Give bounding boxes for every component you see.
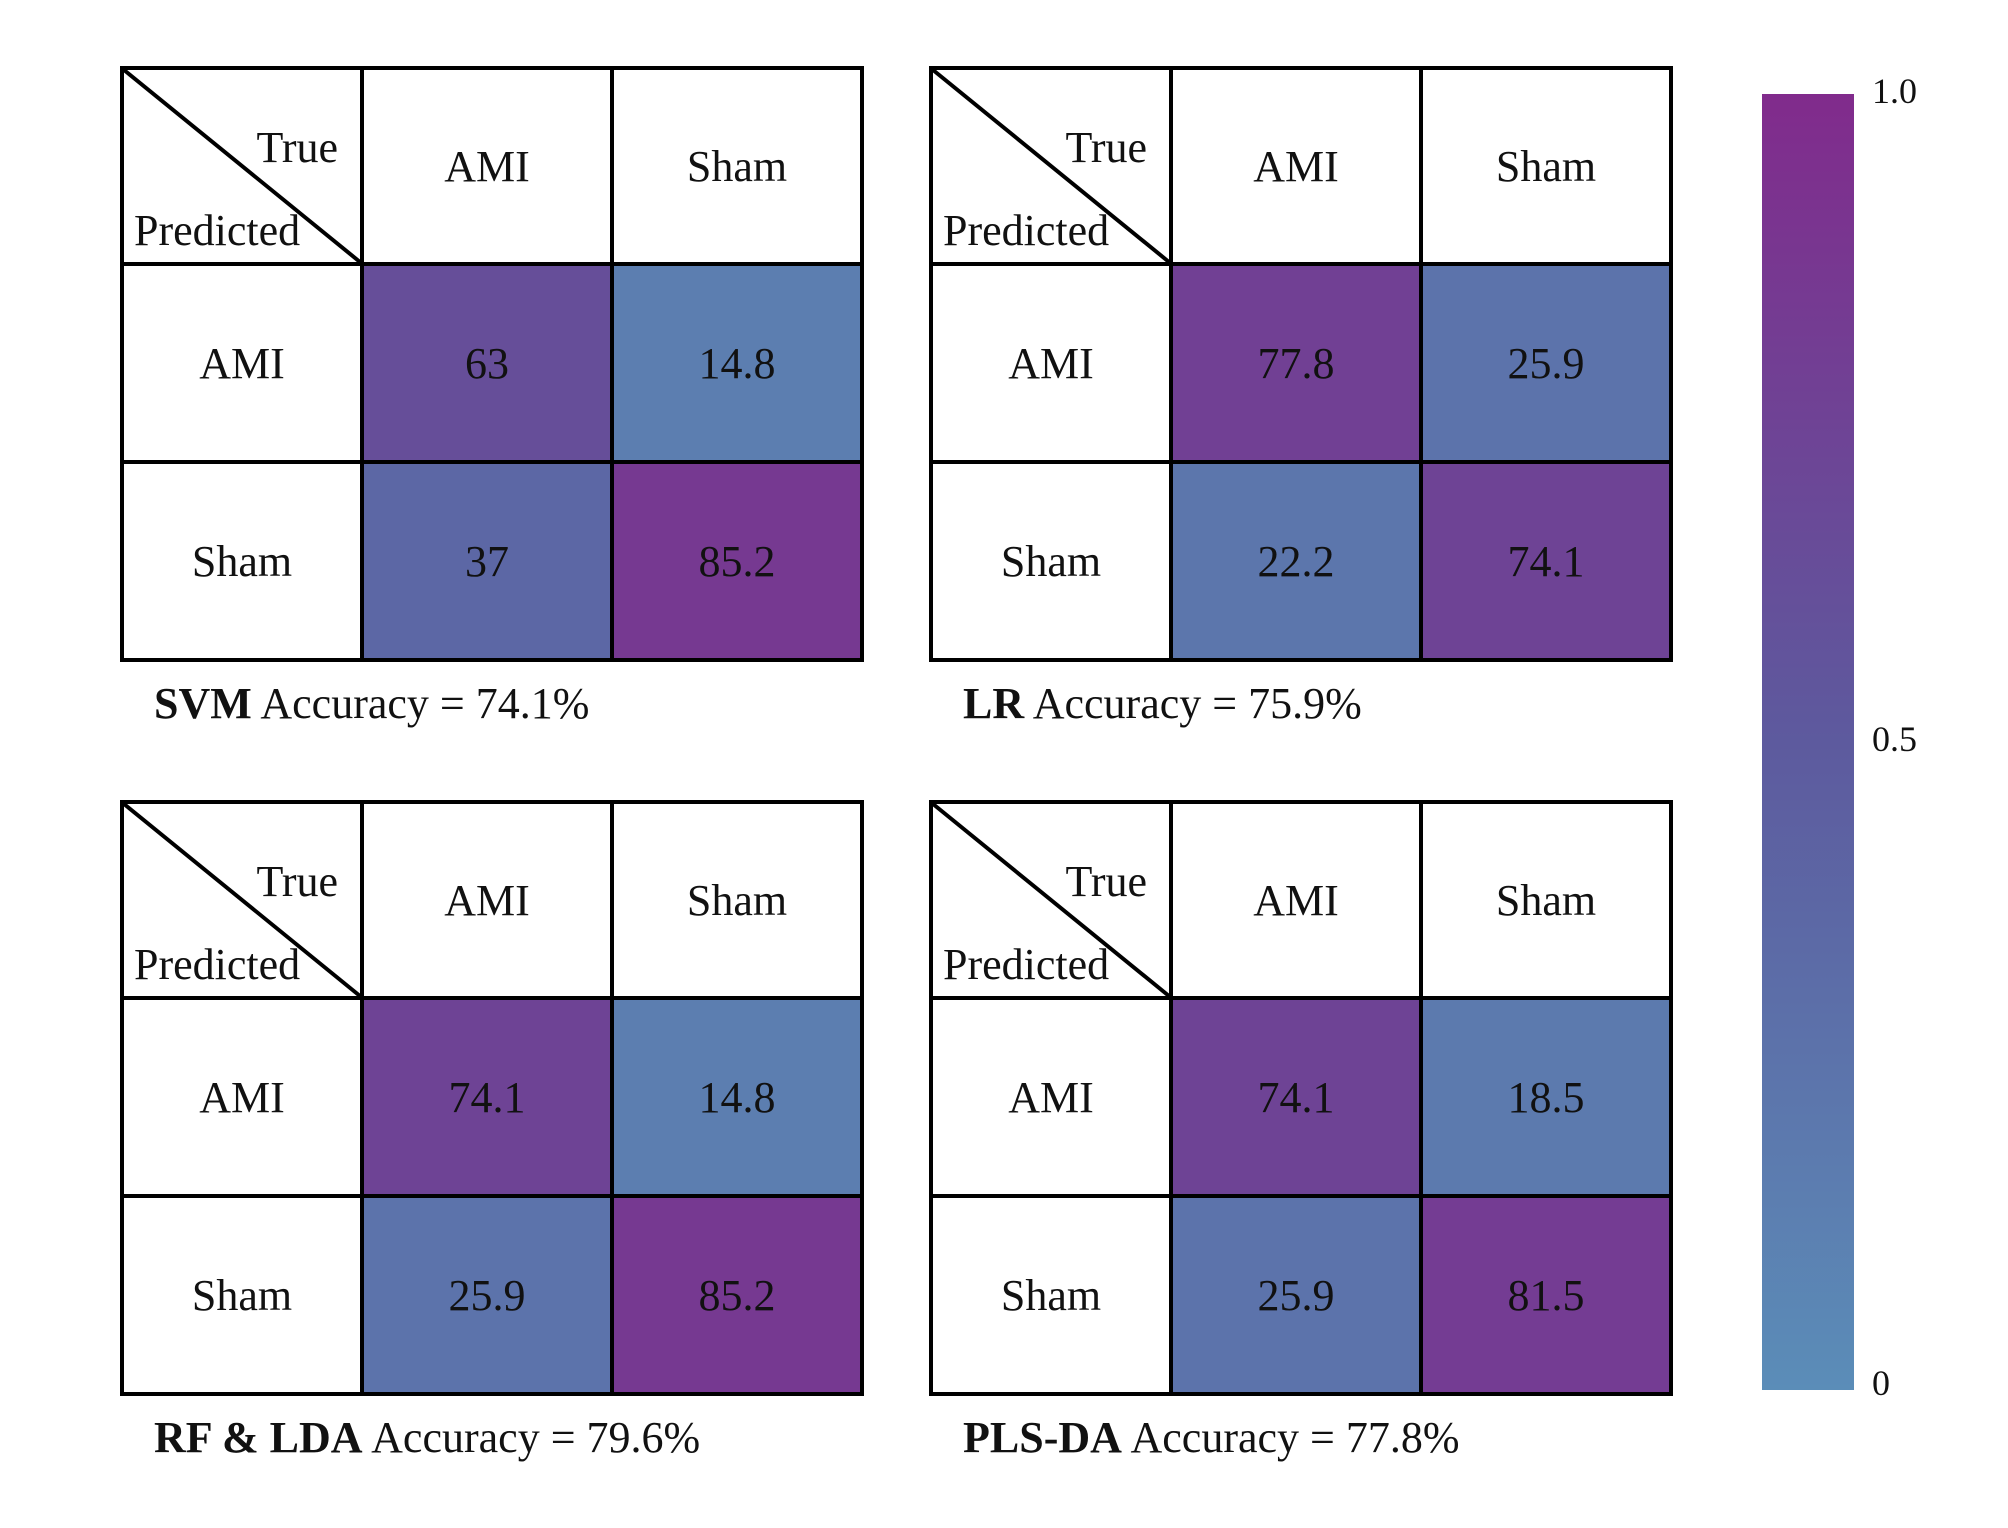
- matrix-cell: 14.8: [610, 262, 864, 464]
- matrix-cell: 25.9: [1419, 262, 1673, 464]
- matrix-grid: True Predicted AMI Sham AMI 74.1 14.8 Sh…: [120, 800, 864, 1396]
- true-label: True: [256, 123, 338, 172]
- diagonal-line: [935, 72, 1167, 260]
- accuracy-label: Accuracy = 77.8%: [1130, 1413, 1460, 1462]
- column-header: Sham: [1419, 800, 1673, 1000]
- row-header: Sham: [120, 1194, 364, 1396]
- model-name: RF & LDA: [154, 1413, 363, 1462]
- matrix-cell: 63: [360, 262, 614, 464]
- matrix-cell: 25.9: [1169, 1194, 1423, 1396]
- row-header: AMI: [929, 262, 1173, 464]
- confusion-matrix-pls-da: True Predicted AMI Sham AMI 74.1 18.5 Sh…: [929, 800, 1689, 1480]
- matrix-cell: 77.8: [1169, 262, 1423, 464]
- predicted-label: Predicted: [134, 206, 301, 255]
- corner-cell: True Predicted: [120, 800, 364, 1000]
- true-label: True: [256, 857, 338, 906]
- diagonal-line: [935, 806, 1167, 994]
- model-name: LR: [963, 679, 1025, 728]
- predicted-label: Predicted: [943, 940, 1110, 989]
- column-header: AMI: [1169, 800, 1423, 1000]
- matrix-cell: 25.9: [360, 1194, 614, 1396]
- matrix-grid: True Predicted AMI Sham AMI 63 14.8 Sham…: [120, 66, 864, 662]
- colorbar-tick-max: 1.0: [1872, 71, 1917, 111]
- matrix-cell: 14.8: [610, 996, 864, 1198]
- confusion-matrix-rf-lda: True Predicted AMI Sham AMI 74.1 14.8 Sh…: [120, 800, 880, 1480]
- row-header: AMI: [929, 996, 1173, 1198]
- corner-cell: True Predicted: [120, 66, 364, 266]
- true-label: True: [1065, 123, 1147, 172]
- column-header: Sham: [610, 800, 864, 1000]
- row-header: Sham: [929, 1194, 1173, 1396]
- accuracy-caption: RF & LDA Accuracy = 79.6%: [154, 1412, 700, 1463]
- accuracy-label: Accuracy = 74.1%: [260, 679, 590, 728]
- matrix-cell: 81.5: [1419, 1194, 1673, 1396]
- column-header: AMI: [360, 66, 614, 266]
- colorbar-tick-mid: 0.5: [1872, 719, 1917, 759]
- matrix-grid: True Predicted AMI Sham AMI 74.1 18.5 Sh…: [929, 800, 1673, 1396]
- matrix-cell: 37: [360, 460, 614, 662]
- matrix-cell: 85.2: [610, 1194, 864, 1396]
- model-name: SVM: [154, 679, 252, 728]
- colorbar: [1762, 94, 1854, 1390]
- matrix-cell: 85.2: [610, 460, 864, 662]
- predicted-label: Predicted: [943, 206, 1110, 255]
- row-header: Sham: [120, 460, 364, 662]
- row-header: AMI: [120, 996, 364, 1198]
- diagonal-line: [126, 72, 358, 260]
- column-header: AMI: [360, 800, 614, 1000]
- confusion-matrix-lr: True Predicted AMI Sham AMI 77.8 25.9 Sh…: [929, 66, 1689, 746]
- predicted-label: Predicted: [134, 940, 301, 989]
- accuracy-caption: LR Accuracy = 75.9%: [963, 678, 1362, 729]
- matrix-cell: 22.2: [1169, 460, 1423, 662]
- corner-cell: True Predicted: [929, 800, 1173, 1000]
- model-name: PLS-DA: [963, 1413, 1122, 1462]
- matrix-cell: 18.5: [1419, 996, 1673, 1198]
- diagonal-line: [126, 806, 358, 994]
- accuracy-caption: SVM Accuracy = 74.1%: [154, 678, 589, 729]
- column-header: Sham: [1419, 66, 1673, 266]
- matrix-grid: True Predicted AMI Sham AMI 77.8 25.9 Sh…: [929, 66, 1673, 662]
- accuracy-label: Accuracy = 75.9%: [1032, 679, 1362, 728]
- row-header: AMI: [120, 262, 364, 464]
- accuracy-label: Accuracy = 79.6%: [371, 1413, 701, 1462]
- matrix-cell: 74.1: [360, 996, 614, 1198]
- matrix-cell: 74.1: [1419, 460, 1673, 662]
- corner-cell: True Predicted: [929, 66, 1173, 266]
- confusion-matrix-svm: True Predicted AMI Sham AMI 63 14.8 Sham…: [120, 66, 880, 746]
- true-label: True: [1065, 857, 1147, 906]
- column-header: AMI: [1169, 66, 1423, 266]
- matrix-cell: 74.1: [1169, 996, 1423, 1198]
- colorbar-tick-min: 0: [1872, 1363, 1890, 1403]
- accuracy-caption: PLS-DA Accuracy = 77.8%: [963, 1412, 1460, 1463]
- row-header: Sham: [929, 460, 1173, 662]
- column-header: Sham: [610, 66, 864, 266]
